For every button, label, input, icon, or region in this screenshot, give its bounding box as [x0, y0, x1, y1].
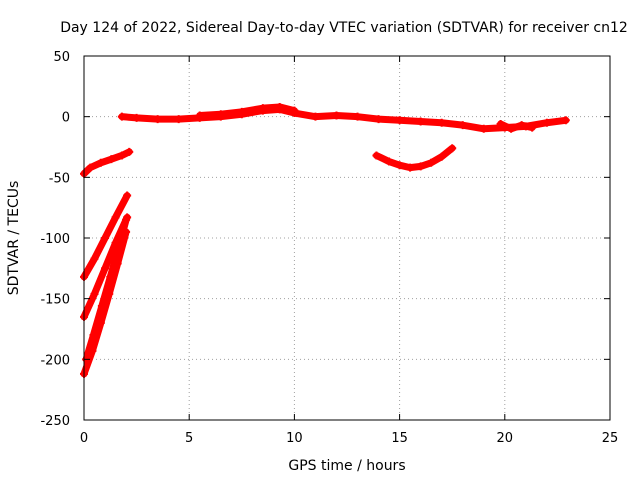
- x-tick-label: 0: [80, 431, 88, 446]
- data-point: [117, 112, 126, 121]
- data-point: [458, 121, 467, 130]
- data-point: [374, 115, 383, 124]
- grid: [84, 56, 610, 420]
- data-point: [132, 113, 141, 122]
- y-tick-label: -200: [40, 353, 70, 368]
- data-point: [174, 115, 183, 124]
- data-point: [90, 289, 99, 298]
- data-point: [427, 158, 436, 167]
- data-point: [107, 155, 116, 164]
- data-point: [542, 118, 551, 127]
- data-point: [117, 151, 126, 160]
- data-point: [125, 147, 134, 156]
- data-point: [258, 104, 267, 113]
- data-point: [86, 163, 95, 172]
- y-tick-label: 0: [62, 111, 70, 126]
- data-series: [80, 102, 570, 378]
- data-point: [122, 215, 131, 224]
- data-point: [275, 102, 284, 111]
- data-point: [106, 272, 115, 281]
- data-point: [123, 191, 132, 200]
- y-tick-label: -250: [40, 414, 70, 429]
- y-axis-label: SDTVAR / TECUs: [6, 181, 22, 296]
- data-point: [496, 119, 505, 128]
- y-tick-label: -150: [40, 293, 70, 308]
- data-point: [528, 123, 537, 132]
- data-point: [97, 301, 106, 310]
- x-tick-label: 20: [497, 431, 514, 446]
- plot-frame: [83, 55, 611, 421]
- data-point: [153, 115, 162, 124]
- data-point: [395, 116, 404, 125]
- y-axis-ticks: -250 -200 -150 -100 -50 0 50: [40, 50, 610, 429]
- data-point: [237, 107, 246, 116]
- data-point: [507, 124, 516, 133]
- data-point: [437, 152, 446, 161]
- data-point: [195, 111, 204, 120]
- x-tick-label: 25: [602, 431, 619, 446]
- data-point: [479, 124, 488, 133]
- data-point: [332, 111, 341, 120]
- data-point: [416, 117, 425, 126]
- data-point: [101, 234, 110, 242]
- data-point: [90, 254, 99, 263]
- x-axis-ticks: 0 5 10 15 20 25: [80, 56, 618, 446]
- data-point: [395, 161, 404, 170]
- data-point: [96, 158, 105, 167]
- series-line-arc-e: [82, 216, 130, 363]
- data-point: [561, 116, 570, 125]
- x-tick-label: 5: [185, 431, 193, 446]
- data-point: [111, 213, 120, 222]
- x-tick-label: 10: [286, 431, 303, 446]
- x-axis-label: GPS time / hours: [288, 458, 405, 474]
- data-point: [372, 151, 381, 160]
- data-point: [385, 157, 394, 166]
- data-point: [448, 144, 457, 153]
- data-point: [89, 331, 98, 340]
- data-point: [353, 112, 362, 121]
- chart-title: Day 124 of 2022, Sidereal Day-to-day VTE…: [60, 20, 628, 36]
- data-point: [101, 264, 110, 273]
- data-point: [416, 162, 425, 171]
- data-point: [517, 121, 526, 130]
- y-tick-label: -100: [40, 232, 70, 247]
- data-point: [216, 110, 225, 119]
- data-point: [290, 106, 299, 115]
- data-point: [437, 118, 446, 127]
- data-point: [311, 112, 320, 121]
- series-line-tail-block: [497, 120, 536, 133]
- y-tick-label: -50: [49, 171, 70, 186]
- data-point: [406, 163, 415, 172]
- x-tick-label: 15: [391, 431, 408, 446]
- y-tick-label: 50: [53, 50, 70, 65]
- data-point: [114, 243, 123, 252]
